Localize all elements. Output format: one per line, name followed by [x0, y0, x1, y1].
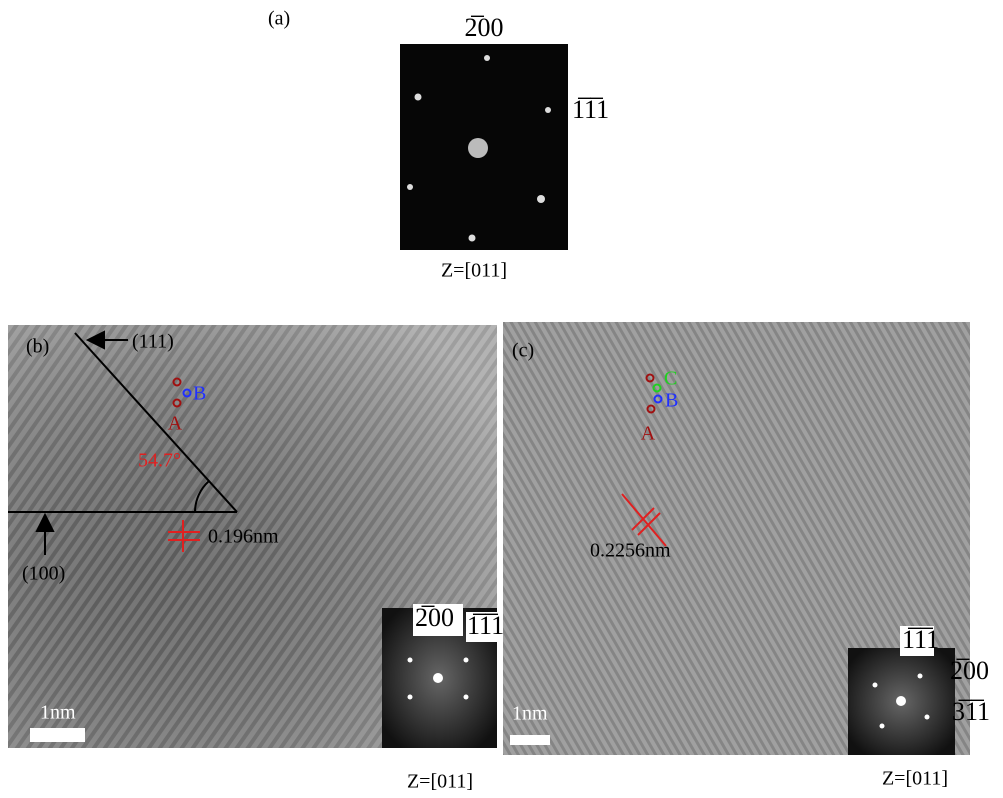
panel-label: (c)	[512, 340, 534, 362]
spot-label: 2̅00	[465, 13, 504, 42]
scale-bar	[510, 735, 550, 745]
zone-axis: Z=[011]	[882, 768, 948, 790]
figure: (a) 2̅00 1̅1̅1 Z=[011] (b) (111) (100) A…	[0, 0, 1003, 798]
scale-bar	[30, 728, 85, 742]
point-label: C	[664, 368, 677, 390]
spot-label: 1̅1̅1	[572, 95, 609, 124]
point-label: A	[168, 413, 183, 435]
point-label: B	[665, 390, 678, 412]
spot-label: 1̅1̅1	[467, 611, 504, 640]
point-label: B	[193, 383, 206, 405]
spot-label: 1̅1̅1	[902, 625, 939, 654]
angle-label: 54.7°	[138, 450, 181, 472]
zone-axis: Z=[011]	[407, 771, 473, 793]
plane-label: (111)	[132, 331, 174, 353]
panel-label: (b)	[26, 336, 49, 358]
point-label: A	[641, 423, 656, 445]
scale-label: 1nm	[512, 703, 548, 725]
plane-label: (100)	[22, 563, 65, 585]
panel-label: (a)	[268, 8, 290, 30]
spot-label: 2̅00	[950, 656, 989, 685]
zone-axis: Z=[011]	[441, 260, 507, 282]
scale-label: 1nm	[40, 702, 76, 724]
spot-label: 2̅00	[415, 603, 454, 632]
spot-label: 3̅1̅1	[952, 697, 990, 726]
spacing-label: 0.2256nm	[590, 540, 671, 562]
spacing-label: 0.196nm	[208, 526, 279, 548]
